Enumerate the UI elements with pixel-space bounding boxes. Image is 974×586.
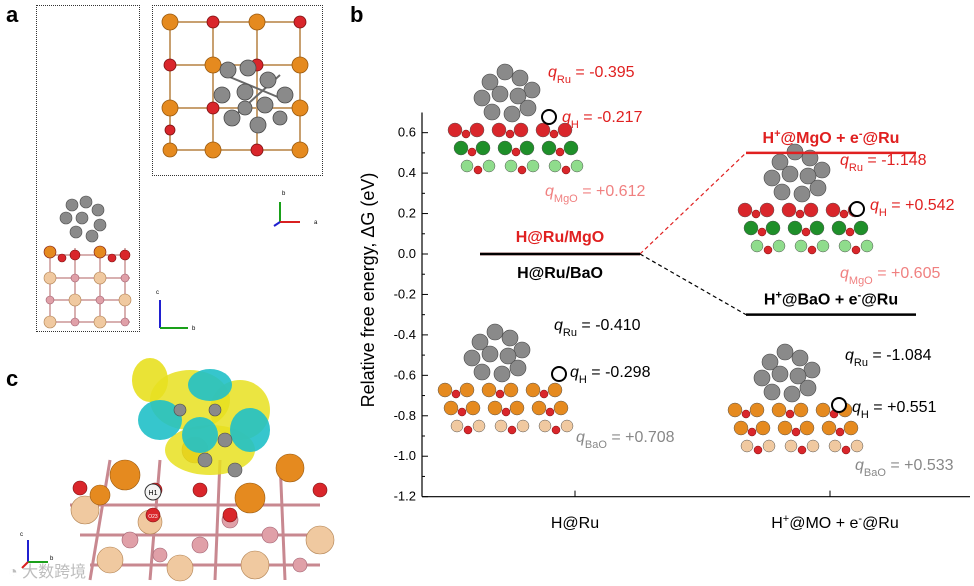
y-axis-label: Relative free energy, ΔG (eV) — [358, 173, 378, 408]
y-tick-label: 0.2 — [398, 206, 416, 221]
y-tick-label: -0.4 — [394, 327, 416, 342]
y-tick-label: -0.2 — [394, 286, 416, 301]
top-view-ba-atoms — [161, 13, 309, 159]
annotation-q-mo: qBaO = +0.533 — [855, 457, 954, 479]
y-tick-label: 0.4 — [398, 165, 416, 180]
panel-c-axes-icon: c b — [20, 532, 54, 569]
annotation-q-ru: qRu = -1.084 — [845, 347, 932, 369]
svg-text:b: b — [50, 556, 54, 562]
top-view-lattice — [169, 21, 301, 151]
atomic-structure-illustration — [737, 143, 874, 255]
y-tick-label: 0.0 — [398, 246, 416, 261]
panel-c-o-atoms — [72, 480, 328, 523]
y-axis: 0.6 0.4 0.2 0.0 -0.2 -0.4 -0.6 -0.8 -1.0 -1.2 — [394, 112, 970, 504]
annotation-q-mo: qBaO = +0.708 — [576, 429, 675, 451]
energy-levels: H@Ru/MgO H+@MgO + e-@Ru H@Ru/BaO H+@BaO + e… — [480, 128, 916, 316]
panel-b-label: b — [350, 2, 364, 27]
top-view-ru-cluster — [213, 59, 294, 134]
svg-text:a: a — [314, 220, 318, 226]
panel-c-bao-light-atoms — [70, 495, 335, 582]
svg-text:b: b — [192, 326, 196, 332]
x-category-labels: H@Ru H+@MO + e-@Ru — [551, 513, 899, 532]
y-tick-label: -1.0 — [394, 448, 416, 463]
y-tick-label: -1.2 — [394, 489, 416, 504]
annotation-q-h: qH = +0.542 — [870, 197, 955, 219]
side-view-ru-cluster — [59, 195, 107, 243]
annotation-q-ru: qRu = -0.410 — [554, 317, 641, 339]
svg-text:H1: H1 — [149, 490, 158, 497]
watermark: ◔ 大数跨境 — [8, 564, 87, 581]
energy-level-label: H+@MgO + e-@Ru — [763, 128, 900, 147]
charge-annotations: qRu = -0.395 qH = -0.217 qMgO = +0.612 qRu … — [545, 64, 955, 479]
side-view-pink-atoms — [45, 273, 130, 327]
connector-dashed — [639, 152, 747, 255]
side-view-axes-icon: cb — [156, 290, 196, 332]
watermark-icon: ◔ — [8, 564, 18, 581]
y-tick-label: 0.6 — [398, 125, 416, 140]
annotation-q-ru: qRu = -1.148 — [840, 152, 927, 174]
h-atom-marker — [551, 366, 567, 382]
energy-level-label: H+@BaO + e-@Ru — [764, 290, 898, 309]
panel-c-charge-density-structure: H1 O23 c b — [20, 358, 335, 582]
annotation-q-h: qH = -0.298 — [570, 364, 651, 386]
panel-a-top-view-box — [152, 5, 323, 176]
panel-a-label: a — [6, 2, 19, 27]
top-view-o-atoms — [163, 15, 307, 157]
side-view-ba-atoms — [43, 271, 132, 329]
panel-c-h1-atom: H1 — [144, 483, 162, 501]
panel-c-label: c — [6, 366, 19, 391]
x-category-label: H+@MO + e-@Ru — [771, 513, 899, 532]
x-category-label: H@Ru — [551, 515, 599, 532]
connector-dashed — [639, 253, 747, 316]
svg-text:O23: O23 — [148, 514, 158, 520]
svg-text:b: b — [282, 191, 286, 197]
energy-level-label: H@Ru/MgO — [516, 229, 604, 246]
annotation-q-mo: qMgO = +0.605 — [840, 265, 940, 287]
top-view-axes-icon: ba — [273, 191, 318, 227]
svg-text:c: c — [156, 290, 159, 296]
annotation-q-mo: qMgO = +0.612 — [545, 183, 645, 205]
h-atom-marker — [831, 397, 847, 413]
side-view-top-layer — [43, 245, 131, 263]
panel-c-o23-atom: O23 — [145, 507, 161, 523]
panel-c-isosurfaces — [132, 358, 270, 475]
side-view-slab-bonds — [47, 248, 130, 325]
annotation-q-h: qH = -0.217 — [562, 109, 643, 131]
panel-b-energy-diagram: 0.6 0.4 0.2 0.0 -0.2 -0.4 -0.6 -0.8 -1.0 -1.2 Rel… — [358, 63, 970, 532]
panel-c-ru-atoms — [173, 403, 243, 478]
annotation-q-ru: qRu = -0.395 — [548, 64, 635, 86]
atomic-structure-illustration — [437, 323, 574, 435]
h-atom-marker — [541, 109, 557, 125]
y-tick-label: -0.8 — [394, 408, 416, 423]
panel-c-substrate-bonds — [70, 459, 330, 581]
chart-decor — [437, 63, 874, 455]
energy-level-label: H@Ru/BaO — [517, 265, 603, 282]
atomic-structure-illustration — [447, 63, 584, 175]
h-atom-marker — [849, 201, 865, 217]
atomic-structure-illustration — [727, 343, 864, 455]
panel-a-side-view-box — [36, 5, 140, 332]
svg-text:c: c — [20, 532, 23, 538]
annotation-q-h: qH = +0.551 — [852, 399, 937, 421]
panel-a-structures: ba cb — [43, 13, 318, 332]
y-tick-label: -0.6 — [394, 367, 416, 382]
